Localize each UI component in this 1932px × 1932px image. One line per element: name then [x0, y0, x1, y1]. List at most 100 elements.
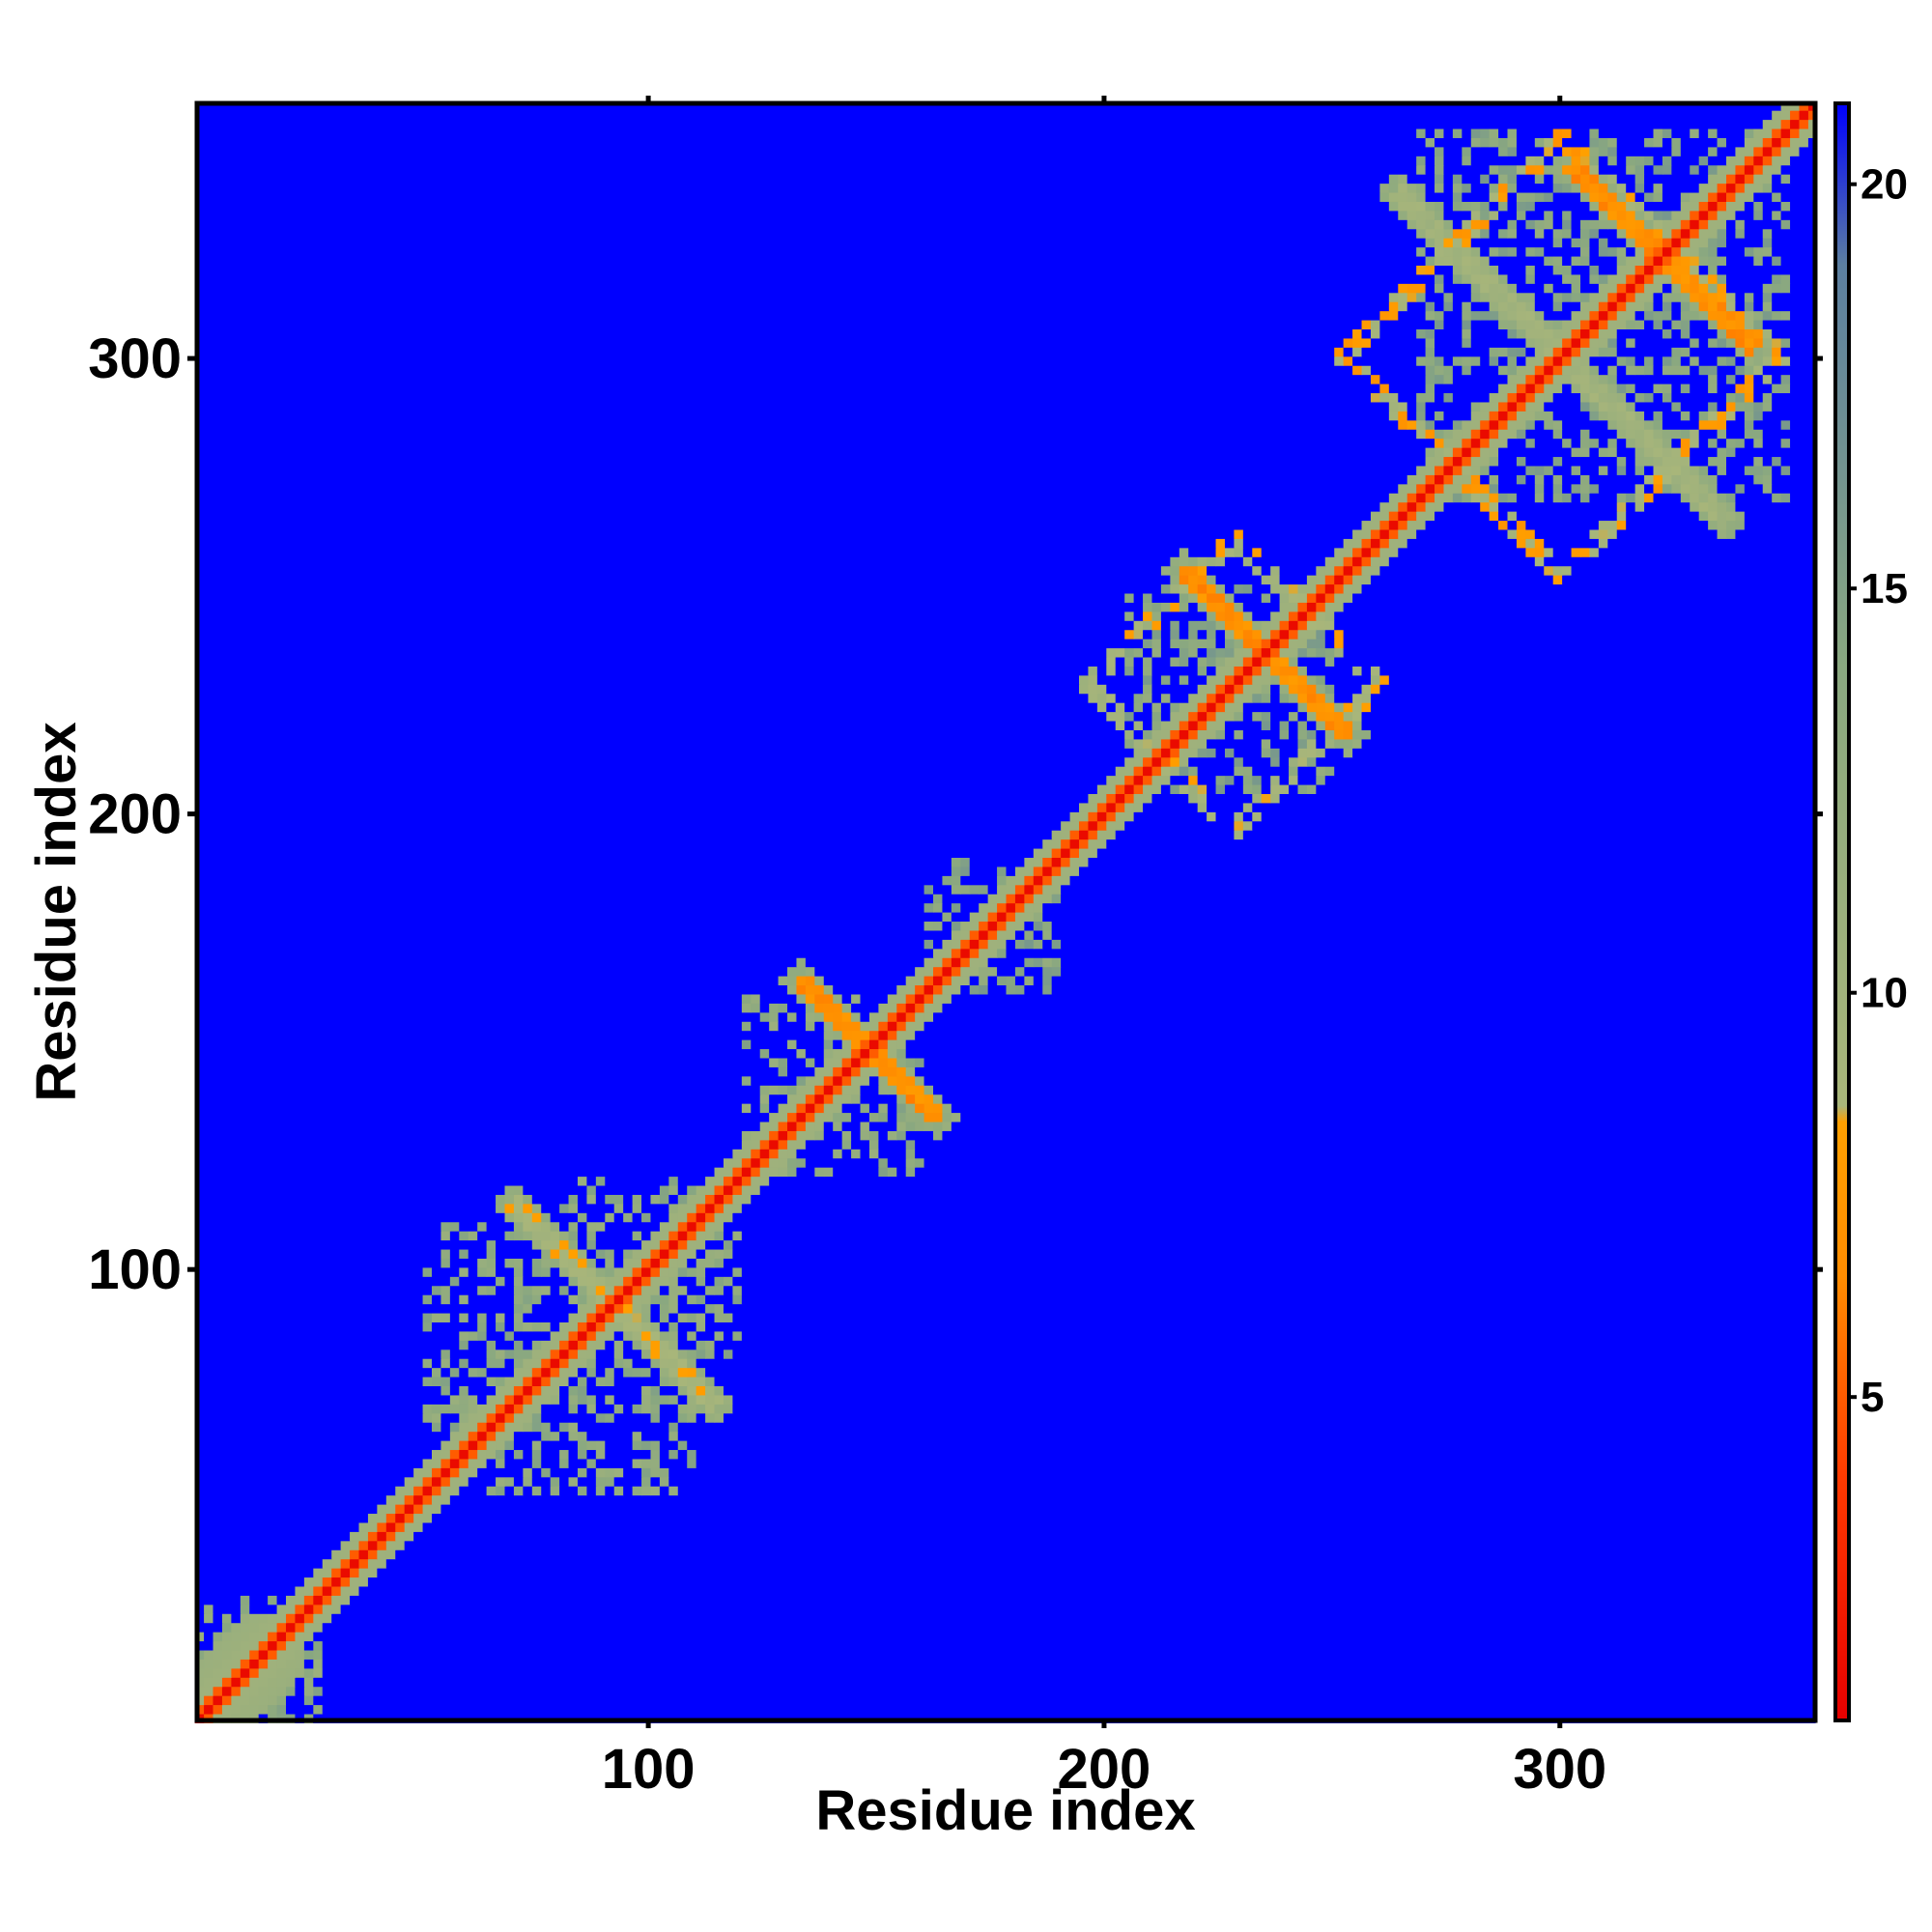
heatmap-cell-run [1188, 738, 1199, 749]
heatmap-cell-run [523, 1203, 533, 1213]
heatmap-cell-run [1252, 783, 1263, 794]
heatmap-cell-run [1470, 447, 1481, 458]
heatmap-cell-run [194, 656, 1107, 667]
heatmap-cell-run [833, 1075, 843, 1086]
heatmap-cell-run [1324, 729, 1335, 740]
heatmap-cell-run [1143, 592, 1153, 603]
heatmap-cell-run [1306, 738, 1317, 749]
heatmap-cell-run [221, 1622, 232, 1633]
heatmap-cell-run [1270, 565, 1281, 576]
heatmap-cell-run [1361, 583, 1816, 594]
heatmap-cell-run [523, 1412, 533, 1423]
heatmap-cell-run [194, 1640, 214, 1651]
heatmap-cell-run [1607, 201, 1618, 212]
heatmap-cell-run [1316, 592, 1326, 603]
heatmap-cell-run [1143, 802, 1199, 812]
heatmap-cell-run [431, 1376, 442, 1387]
heatmap-cell-run [823, 1094, 834, 1104]
heatmap-cell-run [851, 1066, 862, 1077]
heatmap-cell-run [1525, 219, 1536, 230]
heatmap-cell-run [577, 1340, 588, 1350]
heatmap-cell-run [741, 1203, 1816, 1213]
heatmap-cell-run [613, 1248, 624, 1259]
heatmap-cell-run [1653, 384, 1663, 394]
heatmap-cell-run [1398, 310, 1427, 321]
heatmap-cell-run [204, 1649, 214, 1660]
heatmap-cell-run [358, 1568, 369, 1578]
heatmap-cell-run [568, 1340, 579, 1350]
heatmap-cell-run [1762, 319, 1816, 330]
heatmap-cell-run [313, 1632, 1816, 1642]
heatmap-cell-run [231, 1667, 242, 1678]
heatmap-cell-run [1435, 156, 1445, 166]
heatmap-cell-run [1470, 273, 1481, 284]
heatmap-cell-run [1634, 191, 1645, 202]
heatmap-cell-run [1626, 419, 1636, 430]
heatmap-cell-run [1215, 729, 1226, 740]
heatmap-cell-run [367, 1540, 378, 1550]
heatmap-cell-run [759, 1085, 770, 1095]
heatmap-cell-run [705, 1340, 716, 1350]
heatmap-cell-run [249, 1695, 260, 1706]
heatmap-cell-run [1224, 647, 1236, 658]
heatmap-cell-run [1124, 647, 1135, 658]
heatmap-cell-run [1489, 292, 1499, 302]
heatmap-cell-run [1279, 629, 1290, 639]
heatmap-cell-run [1270, 674, 1281, 685]
heatmap-cell-run [595, 1404, 615, 1414]
heatmap-cell-run [1589, 146, 1600, 156]
heatmap-cell-run [1234, 693, 1244, 703]
heatmap-cell-run [1443, 156, 1463, 166]
heatmap-cell-run [1534, 355, 1545, 366]
heatmap-cell-run [1143, 702, 1153, 713]
heatmap-cell-run [194, 1513, 369, 1523]
heatmap-cell-run [1452, 128, 1463, 138]
heatmap-cell-run [896, 993, 907, 1004]
heatmap-cell-run [951, 993, 1816, 1004]
heatmap-cell-run [1470, 210, 1481, 220]
heatmap-cell-run [1261, 684, 1271, 695]
heatmap-cell-run [1698, 483, 1709, 494]
heatmap-cell-run [513, 1349, 533, 1359]
heatmap-cell-run [577, 1422, 669, 1433]
heatmap-cell-run [1562, 238, 1573, 248]
heatmap-cell-run [1406, 183, 1417, 193]
heatmap-cell-run [751, 1194, 1816, 1205]
heatmap-cell-run [1598, 210, 1608, 220]
heatmap-cell-run [905, 1030, 916, 1040]
heatmap-cell-run [1708, 310, 1719, 321]
heatmap-cell-run [1626, 255, 1636, 266]
heatmap-cell-run [923, 984, 934, 995]
heatmap-cell-run [650, 1321, 661, 1332]
heatmap-cell-run [1388, 392, 1399, 403]
heatmap-cell-run [1443, 301, 1454, 312]
heatmap-cell-run [1525, 374, 1536, 384]
heatmap-cell-run [194, 1358, 424, 1369]
heatmap-cell-run [194, 738, 1125, 749]
heatmap-cell-run [541, 1221, 552, 1232]
heatmap-cell-run [1589, 365, 1600, 376]
heatmap-cell-run [1616, 328, 1663, 339]
heatmap-cell-run [1717, 283, 1727, 294]
heatmap-cell-run [1772, 337, 1782, 348]
colorbar-tick-label: 20 [1861, 161, 1908, 209]
heatmap-cell-run [331, 1558, 342, 1569]
heatmap-cell-run [868, 1075, 879, 1086]
heatmap-cell-run [221, 1632, 232, 1642]
heatmap-cell-run [868, 1039, 879, 1050]
heatmap-cell-run [1316, 684, 1326, 695]
heatmap-cell-run [1425, 493, 1435, 503]
heatmap-cell-run [1790, 337, 1816, 348]
heatmap-cell-run [623, 1194, 634, 1205]
heatmap-cell-run [577, 1276, 588, 1287]
heatmap-cell-run [860, 1130, 870, 1141]
heatmap-cell-run [204, 1695, 214, 1706]
heatmap-cell-run [1316, 583, 1326, 594]
heatmap-cell-run [513, 1194, 524, 1205]
x-axis: 100 200 300 [602, 96, 1606, 1801]
heatmap-cell-run [887, 1057, 897, 1067]
heatmap-cell-run [1343, 556, 1353, 567]
heatmap-cell-run [194, 456, 1427, 467]
heatmap-cell-run [513, 1184, 524, 1195]
heatmap-cell-run [1207, 684, 1217, 695]
